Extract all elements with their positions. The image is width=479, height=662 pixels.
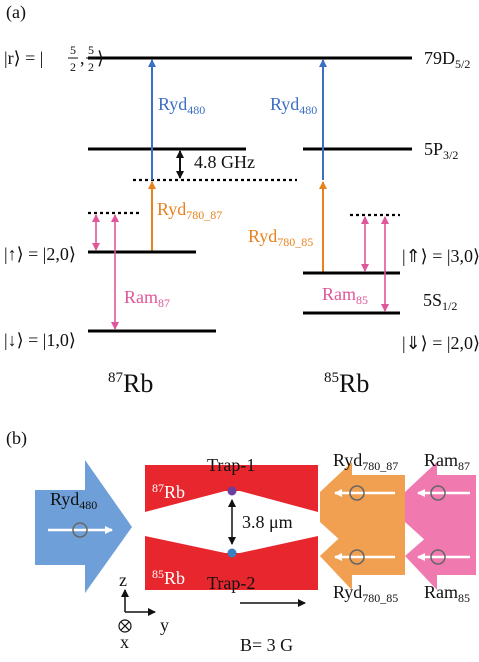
raman-beams xyxy=(405,462,476,590)
main: 5P xyxy=(424,139,443,159)
mass: 87 xyxy=(152,481,164,495)
axis-label: z xyxy=(119,570,127,590)
main: Ryd xyxy=(270,94,299,114)
sub: 780_85 xyxy=(362,591,398,605)
ket-label: |⇑⟩ = |3,0⟩ xyxy=(402,246,479,266)
sub: 780_87 xyxy=(186,208,222,222)
isotope-label: 85Rb xyxy=(324,369,369,398)
isotope-label: 87Rb xyxy=(108,369,153,398)
ket-r: |r⟩ = | xyxy=(4,48,43,68)
main: Ryd xyxy=(50,489,79,509)
main: 79D xyxy=(424,48,455,68)
polarization xyxy=(349,549,365,565)
main: Ryd xyxy=(157,199,186,219)
atom xyxy=(227,486,237,496)
beam-label: Ram85 xyxy=(424,582,470,605)
trap-beam xyxy=(145,536,318,590)
ket-label: |↓⟩ = |1,0⟩ xyxy=(4,330,76,350)
symbol: Rb xyxy=(123,369,153,398)
main: Ryd xyxy=(333,582,362,602)
main: 5S xyxy=(423,290,442,310)
comma: , xyxy=(80,48,85,68)
ryd480-beam xyxy=(35,460,132,593)
polarization xyxy=(72,522,88,538)
frac-den: 2 xyxy=(70,60,76,74)
frac-num: 5 xyxy=(70,43,76,57)
trap-label: Trap-1 xyxy=(207,455,255,475)
level-label: 5S1/2 xyxy=(423,290,457,313)
beam-label: Ram85 xyxy=(322,284,368,307)
polarization xyxy=(430,549,446,565)
sub: 85 xyxy=(356,293,368,307)
frac-num: 5 xyxy=(88,43,94,57)
ket-suffix: ⟩ xyxy=(97,48,104,68)
main: Ryd xyxy=(158,94,187,114)
sub: 480 xyxy=(79,498,97,512)
beam-label: Ryd780_85 xyxy=(333,582,398,605)
beam-label: Ryd780_87 xyxy=(333,450,398,473)
atom-label: 87Rb xyxy=(152,481,185,502)
main: Ram xyxy=(322,284,356,304)
spacing-label: 3.8 μm xyxy=(242,512,293,532)
atom-label: 85Rb xyxy=(152,567,185,588)
polarization xyxy=(349,485,365,501)
beam-label: Ryd780_87 xyxy=(157,199,222,222)
sub: 780_85 xyxy=(277,235,313,249)
detuning-label: 4.8 GHz xyxy=(194,152,255,172)
beam-label: Ryd780_85 xyxy=(248,226,313,249)
symbol: Rb xyxy=(164,482,185,502)
beam-label: Ram87 xyxy=(424,450,470,473)
sub: 87 xyxy=(458,459,470,473)
beam-label: Ryd480 xyxy=(50,489,97,512)
sub: 85 xyxy=(458,591,470,605)
main: Ram xyxy=(124,287,158,307)
mass: 85 xyxy=(324,370,339,386)
trap-label: Trap-2 xyxy=(207,573,255,593)
main: Ryd xyxy=(248,226,277,246)
main: Ram xyxy=(424,450,458,470)
atom xyxy=(227,548,237,558)
sub: 87 xyxy=(158,296,170,310)
panel-label: (b) xyxy=(6,428,27,449)
symbol: Rb xyxy=(339,369,369,398)
field-label: B= 3 G xyxy=(240,635,293,655)
sub: 480 xyxy=(187,103,205,117)
level-label: 5P3/2 xyxy=(424,139,458,162)
sub: 780_87 xyxy=(362,459,398,473)
mass: 87 xyxy=(108,370,124,386)
ket-prefix: |r⟩ = | xyxy=(4,48,43,68)
axis-label: x xyxy=(120,632,129,652)
sub: 1/2 xyxy=(442,299,457,313)
sub: 480 xyxy=(299,103,317,117)
axis-label: y xyxy=(160,615,169,635)
polarization xyxy=(430,485,446,501)
main: Ryd xyxy=(333,450,362,470)
frac-den: 2 xyxy=(88,60,94,74)
symbol: Rb xyxy=(164,568,185,588)
sub: 3/2 xyxy=(443,148,458,162)
x-axis xyxy=(118,619,132,633)
main: Ram xyxy=(424,582,458,602)
x-axis-cross xyxy=(120,621,130,631)
beam-label: Ram87 xyxy=(124,287,170,310)
ket-label: |⇓⟩ = |2,0⟩ xyxy=(402,333,479,353)
level-label: 79D5/2 xyxy=(424,48,470,71)
ryd780-beam xyxy=(320,528,405,590)
mass: 85 xyxy=(152,567,164,581)
beam-label: Ryd480 xyxy=(158,94,205,117)
sub: 5/2 xyxy=(455,57,470,71)
ket-label: |↑⟩ = |2,0⟩ xyxy=(4,244,76,264)
beam-label: Ryd480 xyxy=(270,94,317,117)
panel-label: (a) xyxy=(6,2,26,23)
